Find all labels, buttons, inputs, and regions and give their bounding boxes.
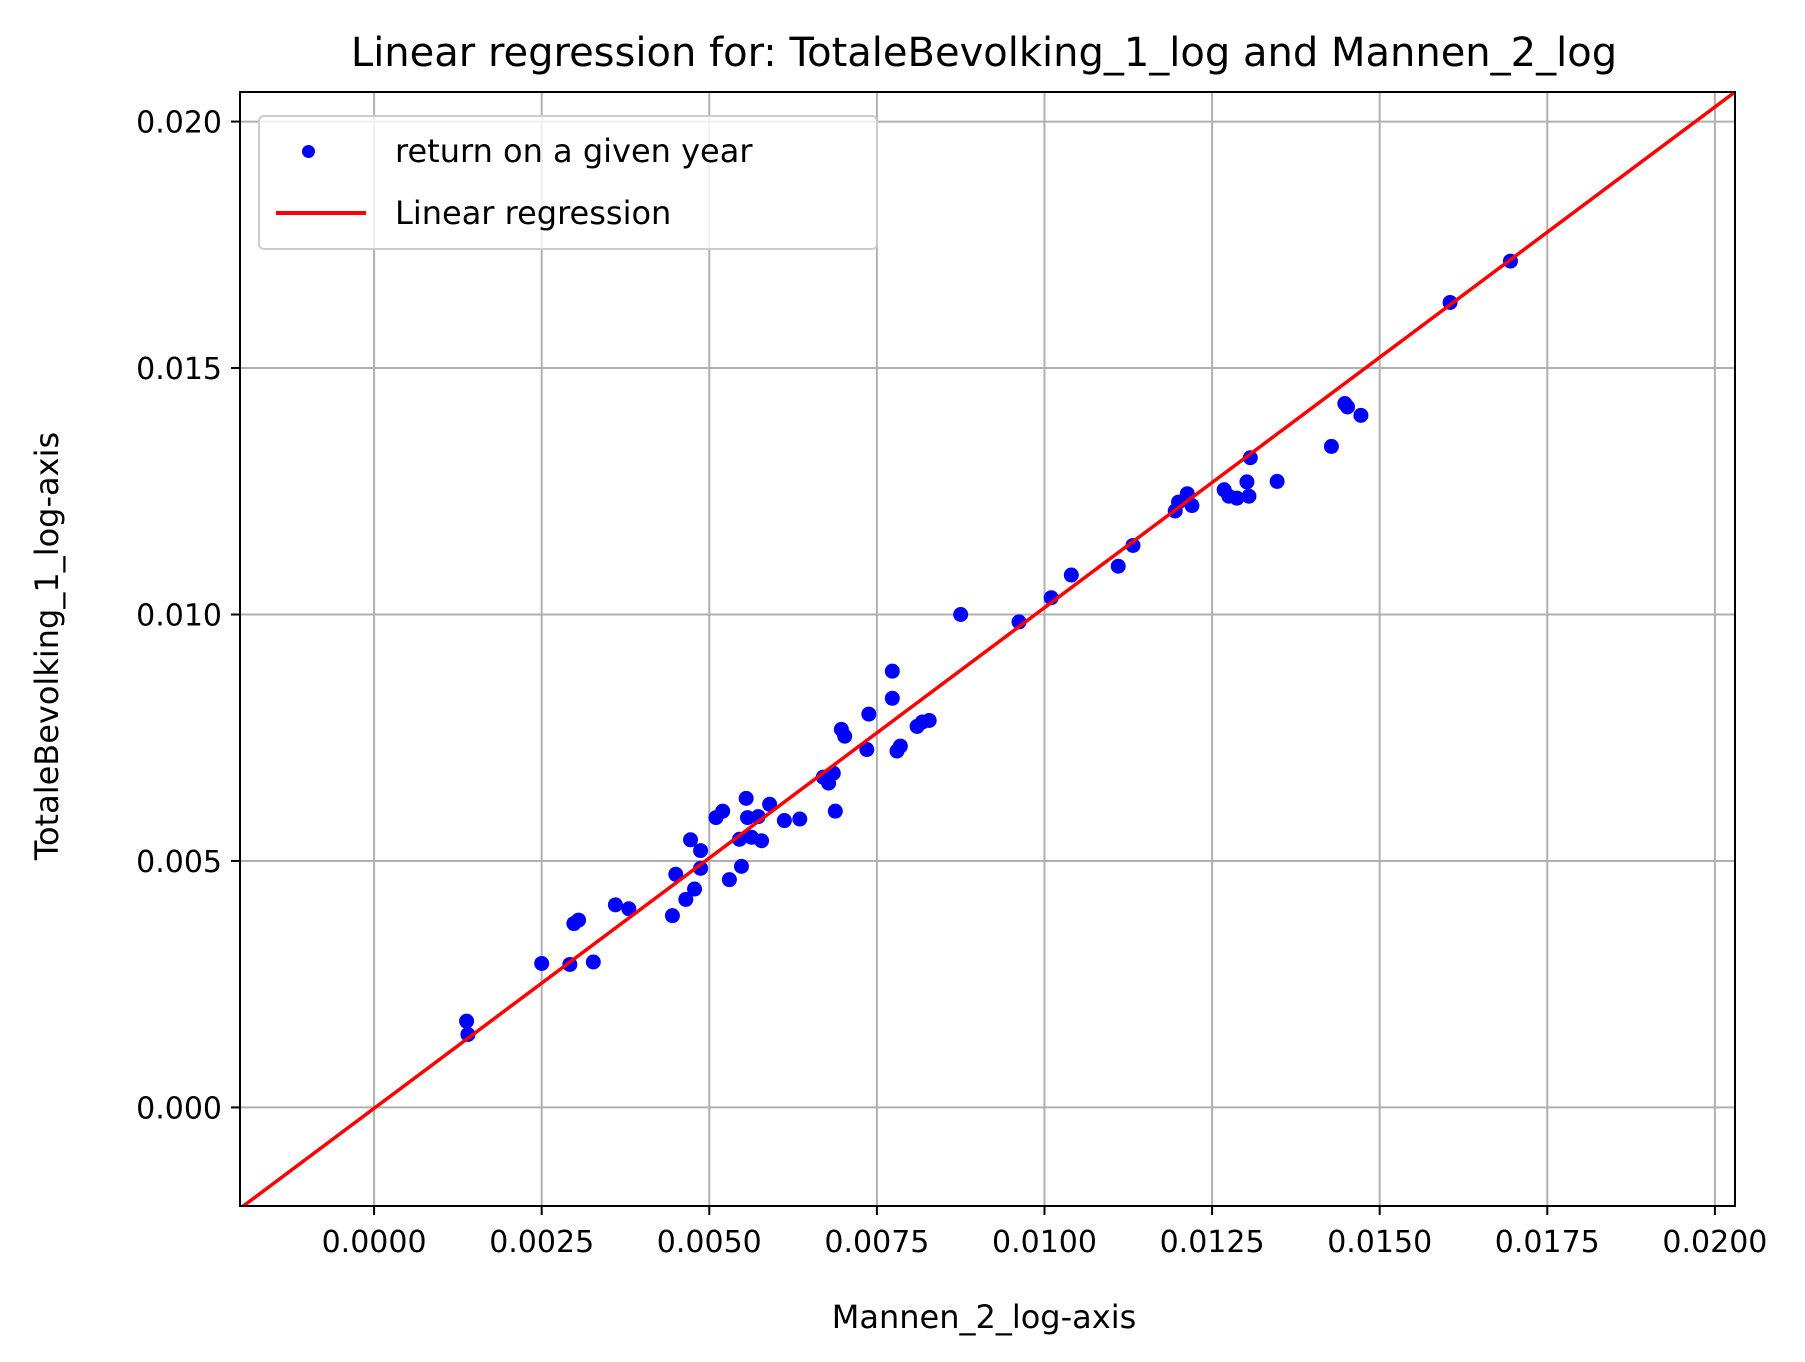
legend: return on a given year Linear regression [258, 115, 878, 250]
scatter-point [664, 908, 680, 924]
scatter-point [921, 712, 937, 728]
scatter-point [754, 833, 770, 849]
x-tick-label: 0.0150 [1327, 1225, 1432, 1260]
scatter-point [607, 897, 623, 913]
scatter-point [534, 955, 550, 971]
scatter-point [585, 954, 601, 970]
scatter-point [1269, 473, 1285, 489]
scatter-point [738, 790, 754, 806]
scatter-point [731, 831, 747, 847]
scatter-point [1242, 450, 1258, 466]
y-tick-label: 0.000 [136, 1091, 222, 1126]
x-tick-label: 0.0100 [992, 1225, 1097, 1260]
legend-entry-line: Linear regression [260, 193, 876, 233]
scatter-point [668, 866, 684, 882]
scatter-point [1241, 488, 1257, 504]
scatter-point [884, 690, 900, 706]
scatter-point [693, 843, 709, 859]
y-tick-label: 0.005 [136, 845, 222, 880]
scatter-point [892, 738, 908, 754]
legend-label-line: Linear regression [395, 194, 672, 232]
grid [240, 92, 1735, 1206]
scatter-point [1353, 407, 1369, 423]
scatter-point [733, 858, 749, 874]
regression-line [240, 92, 1735, 1206]
plot-area [240, 92, 1735, 1206]
x-tick-label: 0.0000 [322, 1225, 427, 1260]
scatter-point [1323, 438, 1339, 454]
legend-entry-scatter: return on a given year [260, 131, 876, 171]
scatter-point [776, 813, 792, 829]
scatter-point [459, 1013, 475, 1029]
scatter-point [460, 1026, 476, 1042]
plot-frame [239, 91, 1736, 1207]
x-tick-label: 0.0125 [1160, 1225, 1265, 1260]
scatter-point [739, 810, 755, 826]
y-tick-label: 0.015 [136, 352, 222, 387]
x-tick-label: 0.0050 [657, 1225, 762, 1260]
scatter-point [859, 742, 875, 758]
axes: 0.0000 0.0025 0.0050 0.0075 0.0100 0.0125 0.01… [136, 91, 1767, 1260]
scatter-point [1063, 567, 1079, 583]
y-tick-label: 0.010 [136, 598, 222, 633]
scatter-point [884, 663, 900, 679]
scatter-point [861, 706, 877, 722]
legend-marker-scatter [302, 145, 315, 158]
scatter-point [1125, 537, 1141, 553]
legend-marker-line [276, 211, 366, 215]
scatter-point [721, 872, 737, 888]
chart-title: Linear regression for: TotaleBevolking_1… [351, 30, 1617, 76]
scatter-point [687, 881, 703, 897]
scatter-point [837, 728, 853, 744]
scatter-point [678, 891, 694, 907]
scatter-point [1239, 474, 1255, 490]
scatter-point [693, 860, 709, 876]
legend-label-scatter: return on a given year [395, 132, 753, 170]
scatter-point [827, 803, 843, 819]
x-tick-label: 0.0075 [824, 1225, 929, 1260]
scatter-point [571, 912, 587, 928]
y-axis-label: TotaleBevolking_1_log-axis [28, 432, 66, 861]
scatter-point [1340, 399, 1356, 415]
scatter-point [953, 606, 969, 622]
scatter-point [621, 901, 637, 917]
x-axis-label: Mannen_2_log-axis [832, 1298, 1137, 1336]
scatter-point [792, 811, 808, 827]
scatter-point [683, 832, 699, 848]
scatter-point [715, 803, 731, 819]
x-tick-label: 0.0025 [489, 1225, 594, 1260]
scatter-point [1229, 490, 1245, 506]
y-tick-label: 0.020 [136, 106, 222, 141]
x-tick-label: 0.0175 [1495, 1225, 1600, 1260]
x-tick-label: 0.0200 [1662, 1225, 1767, 1260]
scatter-point [1110, 558, 1126, 574]
